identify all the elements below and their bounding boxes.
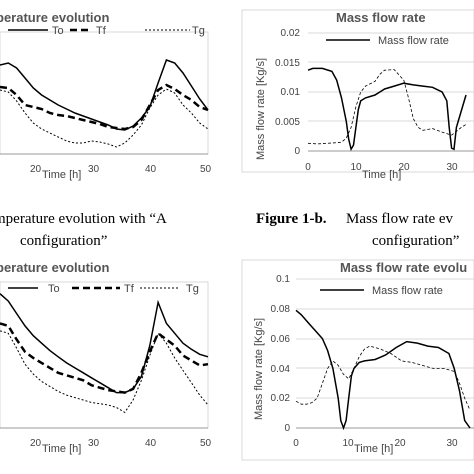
caption-right-line2: configuration” [372,233,459,249]
y-gridlines [296,278,474,399]
x-axis-label: Time [h] [42,443,81,455]
x-tick-label: 30 [446,438,458,449]
y-tick-label: 0.01 [281,87,301,98]
figure-captions: mperature evolution with “A configuratio… [0,211,459,249]
x-axis-label: Time [h] [362,169,401,181]
y-gridlines [308,32,474,122]
y-tick-label: 0 [284,423,290,434]
y-tick-label: 0.015 [275,58,300,69]
x-axis-label: Time [h] [354,443,393,455]
chart-temperature-top: perature evolution To Tf Tg 20 30 40 50 … [0,10,212,181]
x-tick-label: 0 [293,438,299,449]
chart-title: Mass flow rate [336,10,426,25]
chart-temperature-bottom: perature evolution To Tf Tg 20 30 40 50 … [0,260,212,455]
series-line-tf [0,322,209,394]
y-axis-label: Mass flow rate [Kg/s] [253,318,265,420]
x-tick-label: 50 [200,164,212,175]
legend-label-to: To [52,25,64,37]
caption-left-line1: mperature evolution with “A [0,211,167,227]
y-tick-label: 0.06 [271,334,291,345]
legend-label-tg: Tg [192,25,205,37]
x-tick-label: 10 [350,162,362,173]
x-tick-label: 20 [394,438,406,449]
series-line-to [0,293,209,394]
y-tick-label: 0.1 [276,274,290,285]
y-axis-label: Mass flow rate [Kg/s] [255,58,267,160]
legend-label-mass-flow: Mass flow rate [372,285,443,297]
chart-border [241,259,474,461]
y-tick-label: 0.005 [275,117,300,128]
chart-title: Mass flow rate evolu [340,260,467,275]
plot-area [0,31,209,155]
series-line-tg [0,88,209,148]
x-tick-label: 30 [446,162,458,173]
x-axis-label: Time [h] [42,169,81,181]
series-line-dashed [295,345,471,411]
series-line-tg [0,330,209,414]
series-line-mass-flow [307,67,467,152]
legend-label-tf: Tf [96,25,107,37]
y-tick-label: 0.02 [281,28,301,39]
x-tick-label: 40 [145,438,157,449]
series-line-to [0,59,209,131]
x-tick-label: 20 [30,164,42,175]
legend-label-to: To [48,283,60,295]
series-line-mass-flow [295,309,471,431]
caption-right-line1: Mass flow rate ev [346,211,454,227]
x-tick-label: 40 [145,164,157,175]
y-tick-label: 0 [294,146,300,157]
y-tick-label: 0.08 [271,304,291,315]
x-tick-label: 20 [30,438,42,449]
x-tick-label: 20 [398,162,410,173]
x-tick-label: 30 [88,164,100,175]
chart-mass-flow-top: Mass flow rate 0.02 0.015 0.01 0.005 0 M… [241,9,474,181]
chart-title: perature evolution [0,260,109,275]
x-tick-label: 0 [305,162,311,173]
chart-mass-flow-bottom: Mass flow rate evolu 0.1 0.08 0.06 0.04 … [241,259,474,461]
series-line-dashed [307,69,467,145]
x-tick-label: 50 [200,438,212,449]
y-tick-label: 0.04 [271,364,291,375]
caption-left-line2: configuration” [20,233,107,249]
chart-border [241,9,474,173]
legend-label-tf: Tf [124,283,135,295]
caption-right-label: Figure 1-b. [256,211,327,227]
x-tick-label: 30 [88,438,100,449]
y-tick-label: 0.02 [271,393,291,404]
x-tick-label: 10 [342,438,354,449]
legend-label-mass-flow: Mass flow rate [378,35,449,47]
chart-title: perature evolution [0,10,109,25]
legend-label-tg: Tg [186,283,199,295]
series-line-tf [0,83,209,131]
